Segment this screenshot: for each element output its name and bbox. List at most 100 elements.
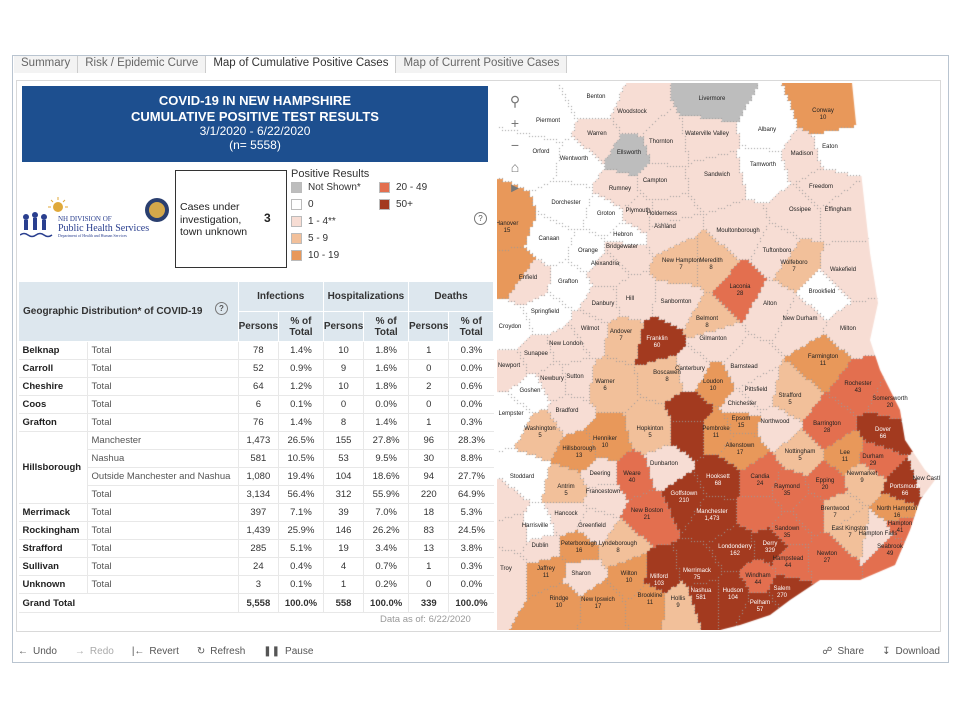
download-button[interactable]: ↧ Download	[882, 646, 940, 657]
town-label[interactable]: Francestown	[586, 489, 620, 495]
town-label[interactable]: Tuftonboro	[763, 248, 792, 254]
legend-item[interactable]: 10 - 19	[291, 250, 339, 261]
town-label[interactable]: Dublin	[531, 543, 548, 549]
play-icon[interactable]: ▶	[511, 183, 519, 194]
town-label[interactable]: Enfield	[519, 275, 537, 281]
town-label[interactable]: Wilmot	[581, 326, 600, 332]
town-label[interactable]: Waterville Valley	[685, 131, 729, 137]
town-label[interactable]: Rumney	[609, 186, 631, 192]
town-label[interactable]: Canaan	[538, 236, 559, 242]
town-label[interactable]: Croydon	[499, 324, 522, 330]
tab-map-cumulative[interactable]: Map of Cumulative Positive Cases	[206, 56, 397, 73]
town-label[interactable]: Tamworth	[750, 162, 776, 168]
town-label[interactable]: Deering	[589, 471, 610, 477]
undo-button[interactable]: ← Undo	[18, 646, 57, 657]
legend-item[interactable]: 5 - 9	[291, 233, 328, 244]
town-label[interactable]: Effingham	[825, 207, 852, 213]
tab-summary[interactable]: Summary	[14, 56, 79, 73]
map-search-icon[interactable]: ⚲	[509, 93, 521, 109]
town-label[interactable]: Hill	[626, 296, 634, 302]
legend-item[interactable]: 20 - 49	[379, 182, 427, 193]
zoom-out-icon[interactable]: −	[510, 137, 520, 153]
town-label[interactable]: New Castle	[913, 476, 940, 482]
town-label[interactable]: Benton	[586, 94, 605, 100]
town-label[interactable]: Newbury	[540, 376, 564, 382]
town-label[interactable]: Dunbarton	[650, 461, 678, 467]
town-label[interactable]: Orford	[532, 149, 549, 155]
refresh-button[interactable]: ↻ Refresh	[197, 646, 245, 657]
town-label[interactable]: Dorchester	[551, 200, 580, 206]
town-label[interactable]: Albany	[758, 127, 776, 133]
town-label[interactable]: Canterbury	[675, 366, 705, 372]
tab-map-current[interactable]: Map of Current Positive Cases	[396, 56, 568, 73]
town-label[interactable]: Groton	[597, 211, 615, 217]
town-label[interactable]: Milton	[840, 326, 856, 332]
tab-risk-epidemic-curve[interactable]: Risk / Epidemic Curve	[78, 56, 207, 73]
legend-item[interactable]: 0	[291, 199, 314, 210]
town-label[interactable]: Wakefield	[830, 267, 856, 273]
zoom-in-icon[interactable]: +	[510, 115, 520, 131]
town-label[interactable]: Grafton	[558, 279, 578, 285]
town-label[interactable]: Harrisville	[522, 523, 549, 529]
town-label[interactable]: Stoddard	[510, 474, 534, 480]
help-icon[interactable]: ?	[474, 212, 487, 225]
revert-button[interactable]: |← Revert	[132, 646, 179, 657]
town-label[interactable]: Warren	[587, 131, 606, 137]
town-label[interactable]: Bradford	[555, 408, 578, 414]
town-label[interactable]: Hebron	[613, 232, 633, 238]
town-label[interactable]: Brookfield	[809, 289, 836, 295]
town-label[interactable]: Ossipee	[789, 207, 812, 213]
town-label[interactable]: Pittsfield	[745, 387, 768, 393]
table-help-icon[interactable]: ?	[215, 302, 228, 315]
town-label[interactable]: Madison	[791, 151, 814, 157]
legend-item[interactable]: 1 - 4**	[291, 216, 336, 227]
town-label[interactable]: Chichester	[728, 401, 757, 407]
town-label[interactable]: Bridgewater	[606, 244, 638, 250]
town-label[interactable]: Eaton	[822, 144, 838, 150]
town-label[interactable]: Alton	[763, 301, 777, 307]
town-label[interactable]: Holderness	[647, 211, 677, 217]
town-label[interactable]: Danbury	[592, 301, 615, 307]
nh-town-map[interactable]: Benton Woodstock Livermore Conway 10 Piermont…	[497, 83, 940, 630]
town-label[interactable]: Moultonborough	[716, 228, 759, 234]
